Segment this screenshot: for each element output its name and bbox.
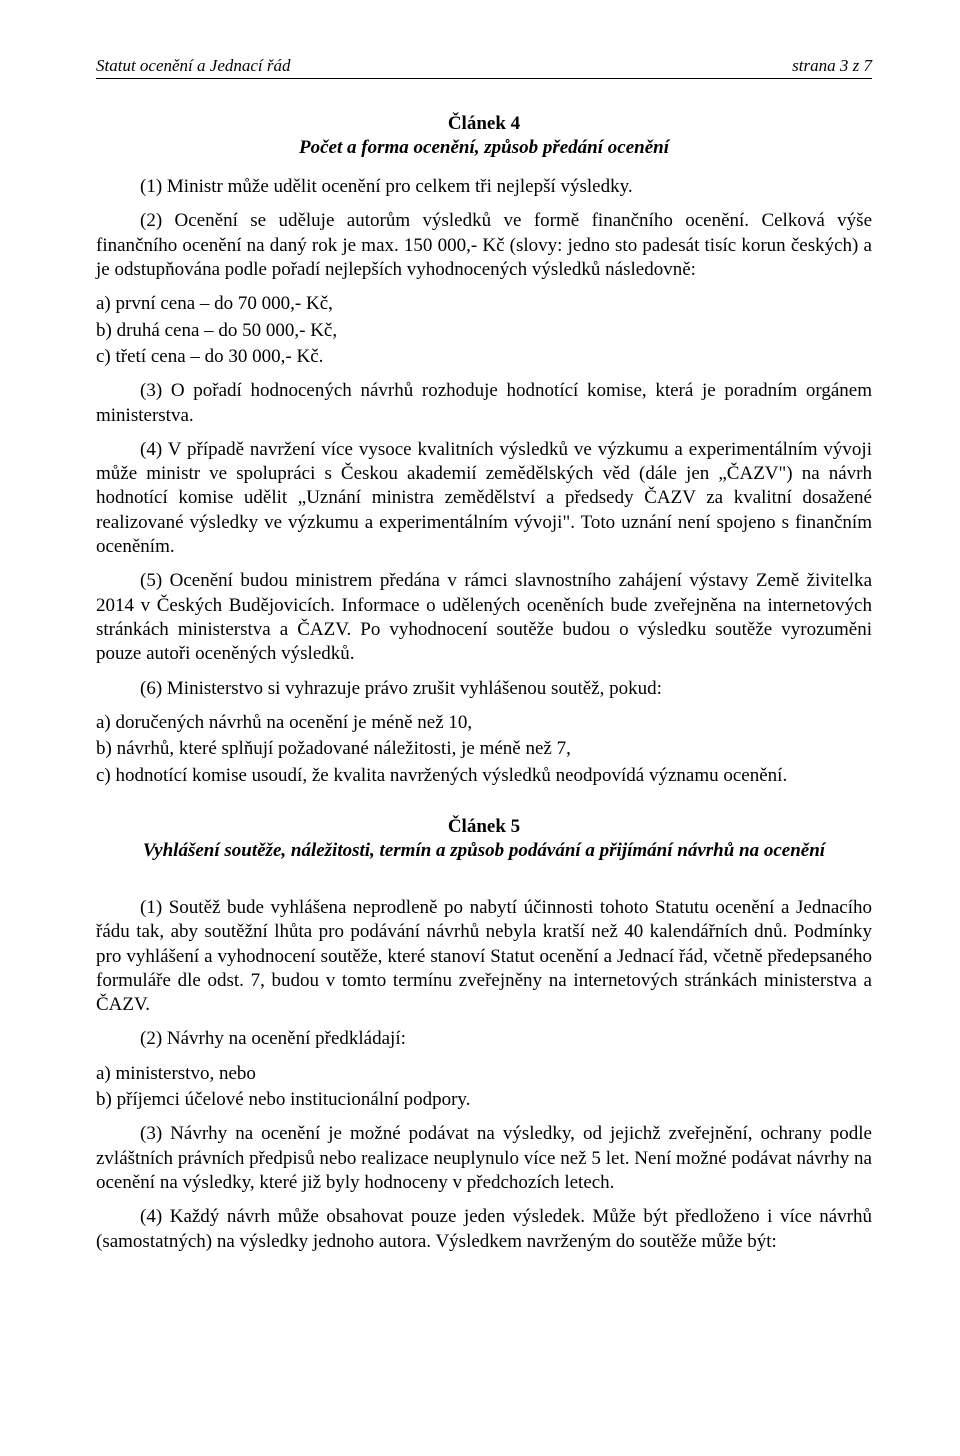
article-4: Článek 4 Počet a forma ocenění, způsob p… bbox=[96, 113, 872, 788]
award-item-a: a) první cena – do 70 000,- Kč, bbox=[96, 292, 872, 316]
header-rule bbox=[96, 78, 872, 79]
award-item-c: c) třetí cena – do 30 000,- Kč. bbox=[96, 345, 872, 369]
article-4-p1: (1) Ministr může udělit ocenění pro celk… bbox=[96, 175, 872, 199]
condition-item-b: b) návrhů, které splňují požadované nále… bbox=[96, 737, 872, 761]
article-4-p2: (2) Ocenění se uděluje autorům výsledků … bbox=[96, 209, 872, 282]
article-4-p3: (3) O pořadí hodnocených návrhů rozhoduj… bbox=[96, 379, 872, 428]
article-5: Článek 5 Vyhlášení soutěže, náležitosti,… bbox=[96, 816, 872, 1254]
award-item-b: b) druhá cena – do 50 000,- Kč, bbox=[96, 319, 872, 343]
submitter-item-a: a) ministerstvo, nebo bbox=[96, 1062, 872, 1086]
condition-item-c: c) hodnotící komise usoudí, že kvalita n… bbox=[96, 764, 872, 788]
submitters-list: a) ministerstvo, nebo b) příjemci účelov… bbox=[96, 1062, 872, 1113]
article-5-p4: (4) Každý návrh může obsahovat pouze jed… bbox=[96, 1205, 872, 1254]
header-right: strana 3 z 7 bbox=[792, 56, 872, 76]
page-header: Statut ocenění a Jednací řád strana 3 z … bbox=[96, 56, 872, 76]
article-5-p3: (3) Návrhy na ocenění je možné podávat n… bbox=[96, 1122, 872, 1195]
article-5-p2: (2) Návrhy na ocenění předkládají: bbox=[96, 1027, 872, 1051]
article-4-heading: Článek 4 bbox=[96, 113, 872, 135]
article-4-p6: (6) Ministerstvo si vyhrazuje právo zruš… bbox=[96, 677, 872, 701]
conditions-list: a) doručených návrhů na ocenění je méně … bbox=[96, 711, 872, 788]
article-5-p1: (1) Soutěž bude vyhlášena neprodleně po … bbox=[96, 896, 872, 1018]
article-4-subtitle: Počet a forma ocenění, způsob předání oc… bbox=[96, 137, 872, 159]
article-4-p5: (5) Ocenění budou ministrem předána v rá… bbox=[96, 569, 872, 666]
article-5-heading: Článek 5 bbox=[96, 816, 872, 838]
awards-list: a) první cena – do 70 000,- Kč, b) druhá… bbox=[96, 292, 872, 369]
header-left: Statut ocenění a Jednací řád bbox=[96, 56, 291, 76]
article-4-p4: (4) V případě navržení více vysoce kvali… bbox=[96, 438, 872, 560]
submitter-item-b: b) příjemci účelové nebo institucionální… bbox=[96, 1088, 872, 1112]
condition-item-a: a) doručených návrhů na ocenění je méně … bbox=[96, 711, 872, 735]
article-5-subtitle: Vyhlášení soutěže, náležitosti, termín a… bbox=[96, 840, 872, 862]
